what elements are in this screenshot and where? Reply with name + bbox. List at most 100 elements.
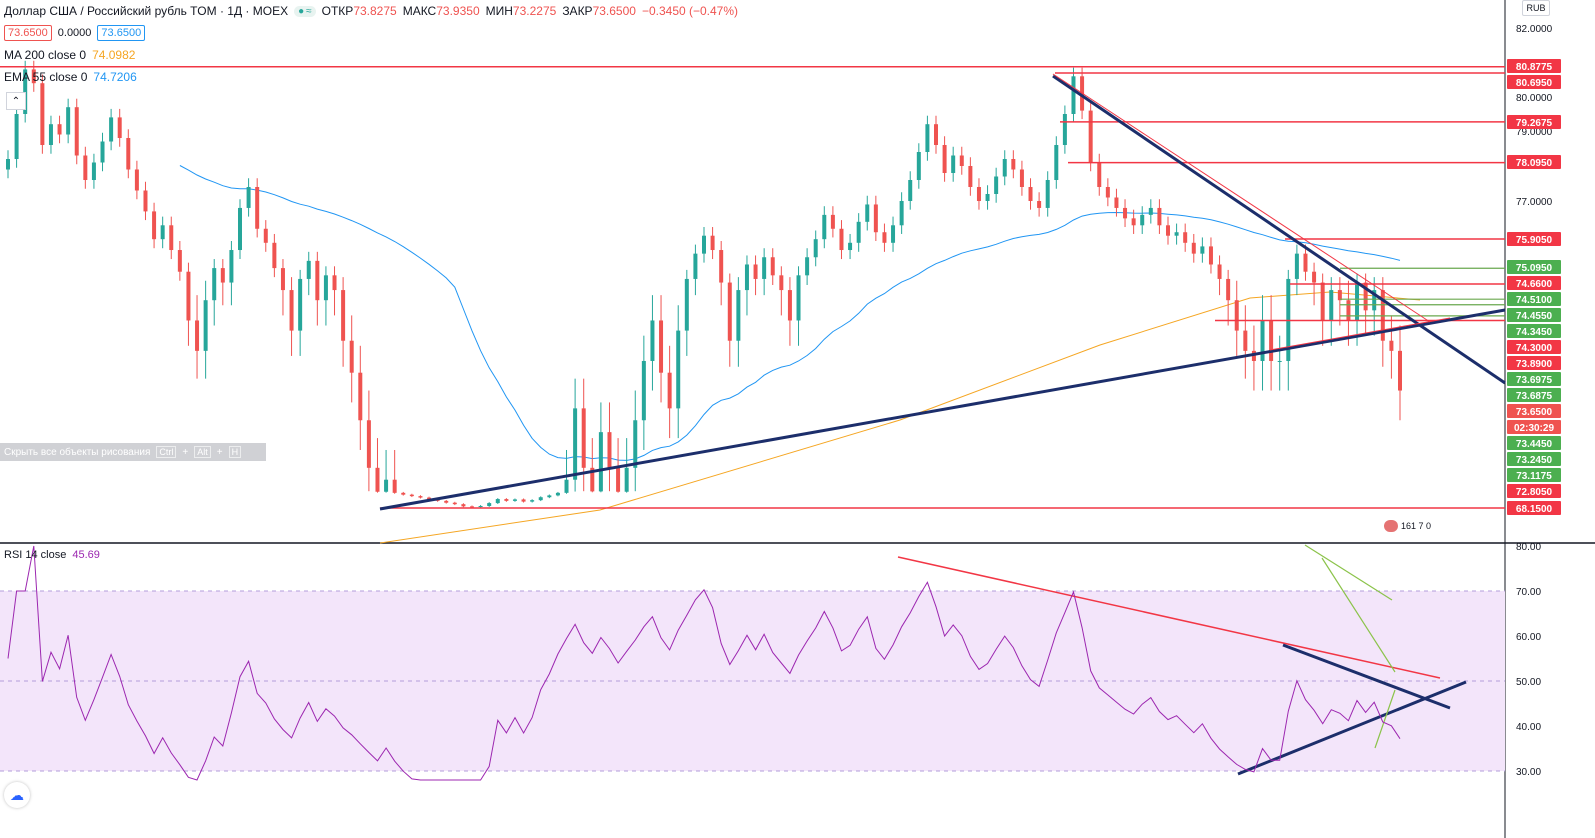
candle-body (830, 214, 835, 229)
candle-body (212, 268, 217, 301)
candle-body (229, 250, 234, 283)
candle-body (1028, 187, 1033, 201)
candle-body (770, 257, 775, 276)
price-label: 73.1175 (1516, 471, 1552, 482)
candle-body (1269, 320, 1274, 361)
candle-body (392, 479, 397, 493)
candle-body (375, 467, 380, 492)
candle-body (143, 190, 148, 212)
price-axis: 82.0000 80.0000 79.0000 77.0000 80.00 70.00 60… (1516, 24, 1553, 778)
hide-drawings-tooltip[interactable]: Скрыть все объекты рисования Ctrl + Alt + … (0, 443, 266, 461)
market-status-icon: ● (298, 5, 305, 17)
candle-body (727, 282, 732, 341)
price-label: 74.5100 (1516, 295, 1553, 306)
candle-body (323, 275, 328, 301)
price-label: 68.1500 (1516, 504, 1553, 515)
candle-body (848, 242, 853, 251)
candle-body (1217, 264, 1222, 279)
buy-button[interactable]: 73.6500 (97, 25, 146, 41)
candle-body (57, 124, 62, 135)
candle-body (1166, 225, 1170, 236)
candle-body (710, 235, 715, 251)
rsi-tick-label: 30.00 (1516, 767, 1541, 778)
candle-body (1183, 232, 1188, 243)
chart-legend: Доллар США / Российский рубль TOM · 1Д ·… (4, 0, 738, 88)
candle-body (1088, 110, 1093, 163)
candle-body (538, 497, 543, 501)
ma-legend[interactable]: MA 200 close 0 74.0982 (4, 44, 738, 66)
candle-body (891, 225, 896, 243)
candle-body (968, 166, 973, 187)
candle-body (719, 250, 724, 283)
ema-line (179, 165, 1401, 461)
candle-body (109, 117, 114, 142)
candle-body (1234, 300, 1239, 331)
candle-body (1174, 232, 1179, 236)
ema-legend[interactable]: EMA 55 close 0 74.7206 (4, 66, 738, 88)
price-label-bg (1507, 59, 1561, 73)
kbd-alt: Alt (194, 446, 211, 458)
ema-label: EMA 55 close 0 (4, 70, 88, 84)
candle-body (521, 499, 526, 502)
rsi-line (7, 545, 1401, 781)
candle-body (736, 290, 741, 341)
price-label: 80.8775 (1516, 62, 1553, 73)
candle-body (418, 496, 423, 498)
candle-body (126, 138, 131, 170)
events-flag[interactable]: 161 7 0 (1384, 520, 1431, 532)
candle-body (40, 83, 45, 145)
candle-body (1019, 169, 1024, 187)
moving-averages (179, 165, 1421, 544)
rsi-tick-label: 70.00 (1516, 587, 1541, 598)
candle-body (487, 503, 492, 506)
price-tick-label: 80.0000 (1516, 93, 1553, 104)
legend-title-row: Доллар США / Российский рубль TOM · 1Д ·… (4, 0, 738, 22)
rsi-up-line (1237, 680, 1467, 776)
candle-body (1372, 290, 1377, 311)
candle-body (1312, 271, 1317, 283)
candle-body (1320, 282, 1325, 321)
price-label-bg (1507, 484, 1561, 498)
up-trendline (379, 308, 1506, 511)
rsi-path (7, 545, 1401, 781)
symbol-title[interactable]: Доллар США / Российский рубль TOM · 1Д ·… (4, 4, 289, 18)
candle-body (1294, 253, 1299, 279)
sell-button[interactable]: 73.6500 (4, 25, 52, 41)
candle-body (856, 221, 861, 243)
price-label-bg (1507, 324, 1561, 338)
price-label: 74.4550 (1516, 311, 1553, 322)
candle-body (693, 253, 698, 279)
drawings (0, 65, 1506, 776)
candle-body (985, 194, 990, 201)
rsi-legend[interactable]: RSI 14 close 45.69 (4, 549, 100, 561)
candle-body (650, 320, 655, 361)
candle-body (461, 504, 466, 507)
candle-body (676, 330, 681, 409)
candle-body (152, 211, 157, 240)
tradingview-logo-icon[interactable]: ☁ (4, 782, 30, 808)
candle-body (1071, 76, 1076, 114)
candle-body (366, 420, 371, 468)
candle-body (796, 275, 801, 321)
candle-body (409, 494, 414, 497)
status-dots[interactable]: ● ≈ (294, 5, 316, 17)
collapse-legend-button[interactable]: ⌃ (6, 92, 26, 110)
candle-body (272, 242, 277, 269)
price-tick-label: 82.0000 (1516, 24, 1553, 35)
candle-body (306, 260, 311, 279)
candles (6, 60, 1402, 508)
price-label: 74.3450 (1516, 327, 1553, 338)
rsi-tick-label: 80.00 (1516, 542, 1541, 553)
candle-body (1329, 290, 1334, 321)
currency-button[interactable]: RUB (1522, 0, 1550, 16)
candle-body (530, 500, 535, 502)
candle-body (1097, 162, 1102, 187)
candle-body (1123, 207, 1128, 219)
candle-body (220, 268, 225, 283)
candle-body (289, 290, 294, 331)
candle-body (659, 320, 664, 373)
candle-body (779, 275, 784, 291)
rsi-value: 45.69 (72, 549, 100, 561)
candle-body (1389, 340, 1394, 351)
